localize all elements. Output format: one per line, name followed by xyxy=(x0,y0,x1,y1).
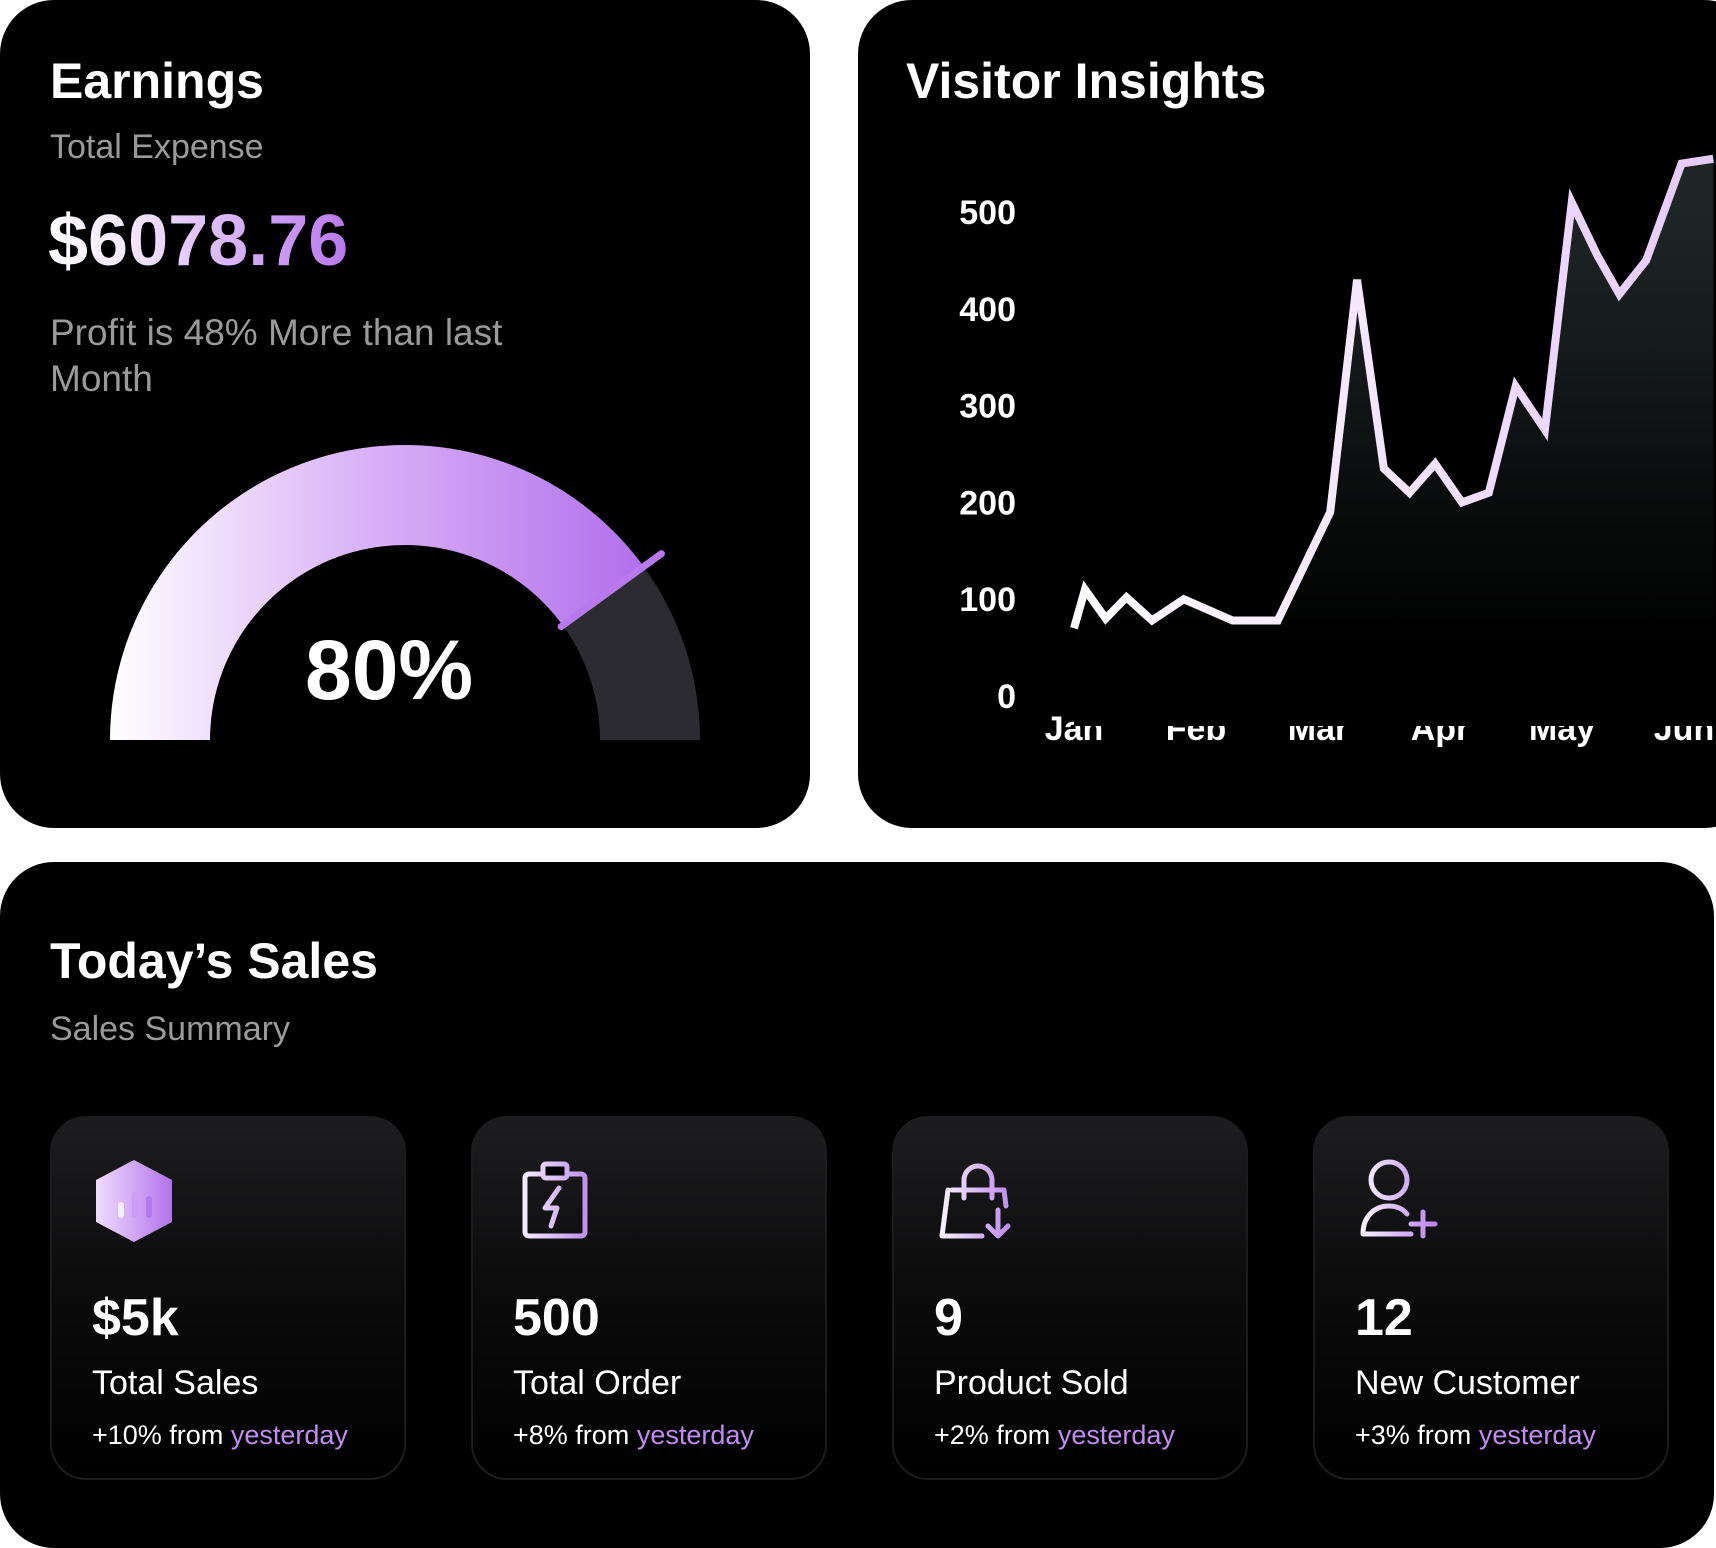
visitor-title: Visitor Insights xyxy=(906,53,1267,109)
stat-value: 12 xyxy=(1355,1289,1413,1347)
stat-label: Total Sales xyxy=(92,1364,259,1402)
stat-change: +8% from yesterday xyxy=(513,1420,754,1450)
earnings-subtitle: Total Expense xyxy=(50,128,264,166)
y-tick-label: 500 xyxy=(959,194,1016,232)
y-tick-label: 100 xyxy=(959,581,1016,619)
visitor-area xyxy=(1074,158,1714,726)
stat-label: New Customer xyxy=(1355,1364,1580,1402)
y-tick-label: 400 xyxy=(959,291,1016,329)
gauge-needle xyxy=(557,550,665,631)
visitor-series-line xyxy=(1070,154,1714,630)
gauge-fill xyxy=(110,445,644,740)
earnings-gauge xyxy=(110,445,700,740)
stat-card-total-sales[interactable]: $5k Total Sales +10% from yesterday xyxy=(50,1116,406,1480)
profit-text: Profit is 48% More than last Month xyxy=(50,312,503,399)
clipboard-bolt-icon xyxy=(522,1161,588,1239)
gauge-value: 80% xyxy=(305,623,474,717)
sales-title: Today’s Sales xyxy=(50,933,378,989)
earnings-title: Earnings xyxy=(50,53,264,109)
shopping-bag-download-icon xyxy=(939,1163,1011,1239)
sales-subtitle: Sales Summary xyxy=(50,1010,290,1048)
stat-change: +3% from yesterday xyxy=(1355,1420,1596,1450)
stat-card-product-sold[interactable]: 9 Product Sold +2% from yesterday xyxy=(892,1116,1248,1480)
y-tick-label: 0 xyxy=(997,678,1016,716)
stat-value: 9 xyxy=(934,1289,963,1347)
stat-card-total-order[interactable]: 500 Total Order +8% from yesterday xyxy=(471,1116,827,1480)
y-tick-label: 300 xyxy=(959,388,1016,426)
stat-change: +2% from yesterday xyxy=(934,1420,1175,1450)
stat-label: Product Sold xyxy=(934,1364,1129,1402)
earnings-card: Earnings Total Expense $6078.76 Profit i… xyxy=(0,0,810,828)
user-add-icon xyxy=(1360,1159,1438,1239)
stat-value: 500 xyxy=(513,1289,600,1347)
chart-hexagon-icon xyxy=(96,1160,172,1242)
earnings-amount: $6078.76 xyxy=(48,201,349,281)
stat-label: Total Order xyxy=(513,1364,682,1402)
stat-change: +10% from yesterday xyxy=(92,1420,348,1450)
visitor-insights-card: 500 400 300 200 100 0 Jan Feb Mar Apr May Jun Visi… xyxy=(858,0,1716,828)
y-tick-label: 200 xyxy=(959,484,1016,522)
stat-card-new-customer[interactable]: 12 New Customer +3% from yesterday xyxy=(1313,1116,1669,1480)
stat-value: $5k xyxy=(92,1289,179,1347)
